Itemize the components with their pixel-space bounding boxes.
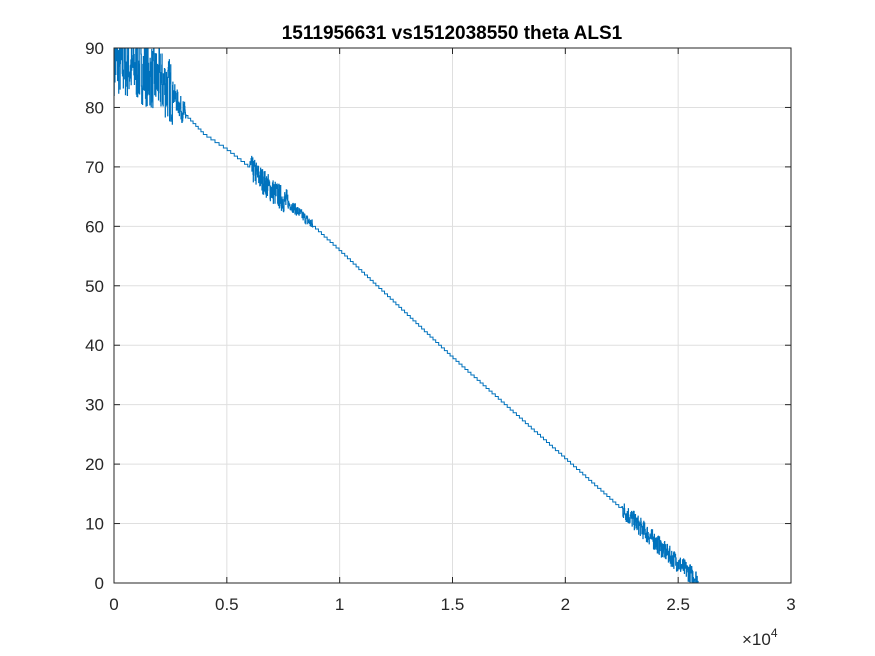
y-tick-label: 70 [85,158,104,177]
series-layer [114,48,699,583]
y-tick-label: 10 [85,515,104,534]
x-tick-label: 2 [561,595,570,614]
series-line [114,48,699,583]
y-tick-label: 60 [85,217,104,236]
x-tick-label: 0.5 [215,595,239,614]
chart-title: 1511956631 vs1512038550 theta ALS1 [282,23,623,44]
x-tick-label: 3 [786,595,795,614]
y-tick-label: 90 [85,39,104,58]
x-exponent-label: ×104 [742,626,778,649]
y-tick-label: 0 [95,574,104,593]
x-tick-label: 0 [109,595,118,614]
y-tick-label: 40 [85,336,104,355]
grid [114,48,791,583]
x-exponent-power: 4 [771,626,778,640]
y-tick-label: 30 [85,396,104,415]
tick-marks [113,47,792,584]
x-tick-label: 1.5 [441,595,465,614]
x-tick-label: 1 [335,595,344,614]
y-tick-label: 80 [85,98,104,117]
x-exponent-base: ×10 [742,630,771,649]
y-tick-label: 20 [85,455,104,474]
y-tick-label: 50 [85,277,104,296]
x-tick-label: 2.5 [666,595,690,614]
